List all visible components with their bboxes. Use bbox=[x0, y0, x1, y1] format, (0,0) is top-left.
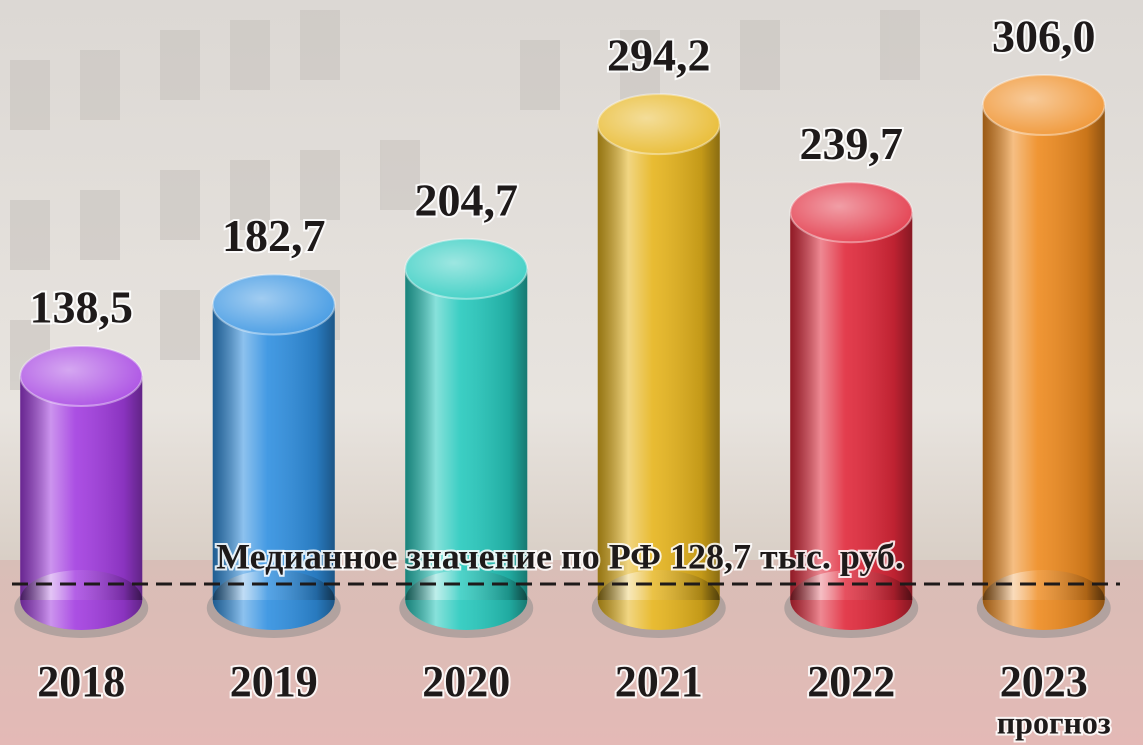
x-tick-label: 2023 bbox=[1000, 657, 1088, 706]
value-label: 239,7 bbox=[800, 118, 904, 169]
x-tick-label: 2020 bbox=[422, 657, 510, 706]
x-tick-label: 2019 bbox=[230, 657, 318, 706]
bar-body-shade bbox=[982, 105, 1105, 600]
bar bbox=[19, 344, 144, 630]
bar-body-shade bbox=[597, 124, 720, 601]
bar bbox=[596, 93, 721, 630]
bar-top-shade bbox=[20, 345, 143, 406]
category-note: прогноз bbox=[997, 704, 1111, 740]
bar-body-shade bbox=[405, 268, 528, 600]
bar-top-shade bbox=[790, 182, 913, 243]
flowers bbox=[0, 560, 1143, 745]
bar-top-shade bbox=[597, 94, 720, 155]
bar-body-shade bbox=[20, 375, 143, 600]
value-label: 182,7 bbox=[222, 210, 326, 261]
bar bbox=[981, 74, 1106, 630]
building bbox=[10, 10, 920, 390]
bar-body-shade bbox=[212, 304, 335, 600]
x-tick-label: 2018 bbox=[37, 657, 125, 706]
value-label: 306,0 bbox=[992, 11, 1096, 62]
value-label: 204,7 bbox=[415, 174, 519, 225]
bar-top-shade bbox=[405, 238, 528, 299]
x-tick-label: 2021 bbox=[615, 657, 703, 706]
bar-top-shade bbox=[982, 75, 1105, 135]
bar bbox=[211, 273, 336, 630]
value-label: 138,5 bbox=[30, 282, 134, 333]
bar-body-shade bbox=[790, 212, 913, 600]
reference-label: Медианное значение по РФ 128,7 тыс. руб. bbox=[216, 536, 904, 576]
bar-top-shade bbox=[212, 274, 335, 335]
x-tick-label: 2022 bbox=[807, 657, 895, 706]
bar bbox=[789, 181, 914, 630]
value-label: 294,2 bbox=[607, 30, 711, 81]
